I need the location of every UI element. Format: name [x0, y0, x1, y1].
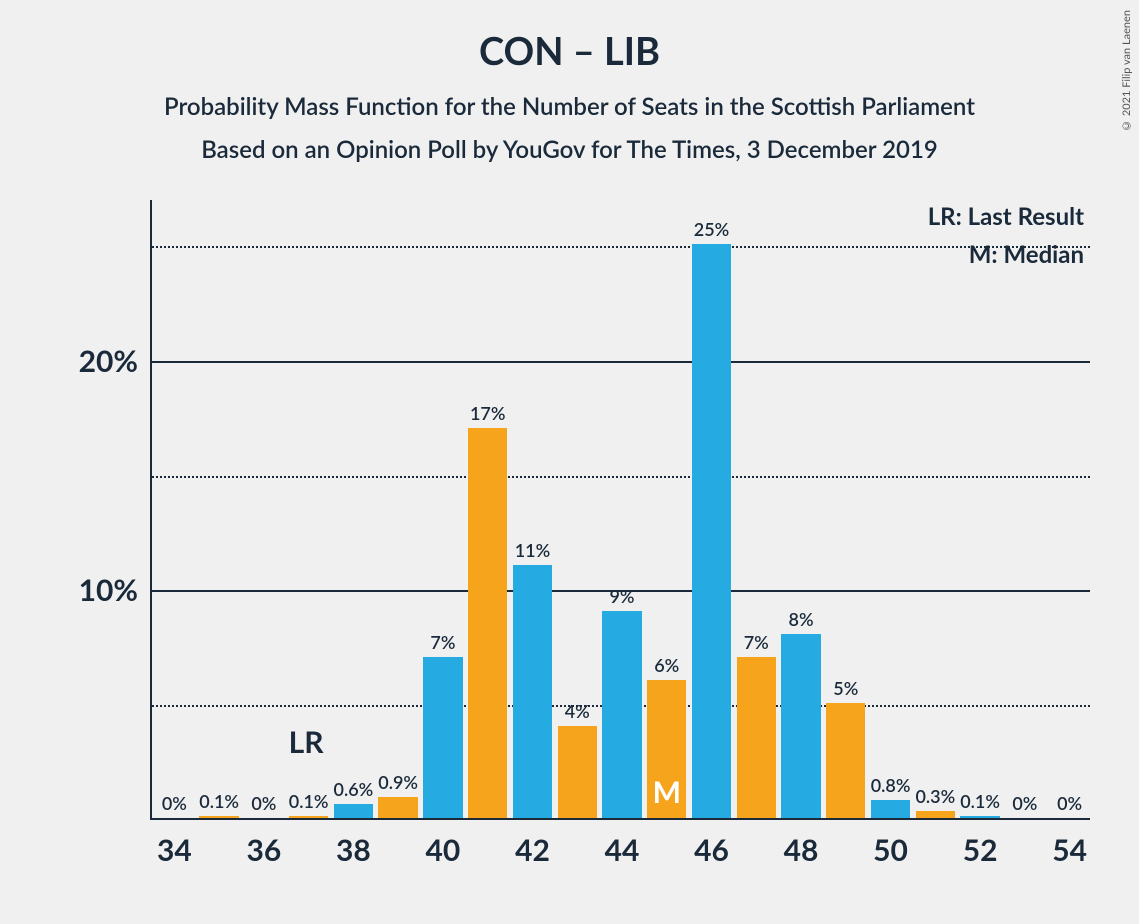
chart-container: CON – LIB Probability Mass Function for …: [0, 0, 1139, 924]
xtick-label: 36: [246, 818, 281, 868]
bar-blue: 0.1%: [960, 816, 999, 818]
bar-value-label: 0.8%: [871, 774, 911, 800]
chart-title: CON – LIB: [0, 0, 1139, 74]
bar-orange: 0.9%: [378, 797, 417, 818]
bar-value-label: 17%: [470, 402, 505, 428]
bar-value-label: 0.1%: [960, 790, 1000, 816]
bar-blue: 9%: [602, 611, 641, 818]
bar-value-label: 0.1%: [199, 790, 239, 816]
bar-value-label: 6%: [654, 654, 679, 680]
bar-value-label: 4%: [565, 700, 590, 726]
bar-orange: 5%: [826, 703, 865, 818]
gridline-minor: [152, 246, 1090, 248]
chart-subtitle-2: Based on an Opinion Poll by YouGov for T…: [0, 121, 1139, 164]
legend-m: M: Median: [969, 240, 1084, 269]
bar-orange: 0.1%: [289, 816, 328, 818]
gridline-major: [152, 361, 1090, 363]
bar-blue: 0.8%: [871, 800, 910, 818]
lr-marker: LR: [289, 724, 324, 760]
xtick-label: 50: [873, 818, 908, 868]
xtick-label: 34: [157, 818, 192, 868]
bar-value-label: 0%: [251, 792, 276, 818]
xtick-label: 54: [1052, 818, 1087, 868]
copyright-text: © 2021 Filip van Laenen: [1120, 10, 1133, 132]
bar-orange: 0.3%: [916, 811, 955, 818]
median-marker: M: [647, 774, 686, 810]
bar-orange: 17%: [468, 428, 507, 818]
xtick-label: 46: [694, 818, 729, 868]
bar-value-label: 0%: [162, 792, 187, 818]
bar-value-label: 0.3%: [915, 785, 955, 811]
gridline-minor: [152, 476, 1090, 478]
xtick-label: 48: [784, 818, 819, 868]
bar-orange: 0.1%: [199, 816, 238, 818]
bar-blue: 8%: [781, 634, 820, 818]
xtick-label: 44: [605, 818, 640, 868]
xtick-label: 38: [336, 818, 371, 868]
ytick-label: 10%: [79, 572, 152, 608]
bar-value-label: 8%: [789, 608, 814, 634]
bar-value-label: 25%: [694, 218, 729, 244]
xtick-label: 40: [426, 818, 461, 868]
plot-area: LR: Last Result M: Median 10%20%34363840…: [150, 200, 1090, 820]
bar-orange: 4%: [558, 726, 597, 818]
bar-blue: 0.6%: [334, 804, 373, 818]
bar-orange: 7%: [737, 657, 776, 818]
bar-value-label: 9%: [609, 585, 634, 611]
bar-blue: 7%: [423, 657, 462, 818]
bar-value-label: 11%: [515, 539, 550, 565]
ytick-label: 20%: [79, 343, 152, 379]
legend-lr: LR: Last Result: [928, 202, 1084, 231]
xtick-label: 52: [963, 818, 998, 868]
bar-value-label: 0%: [1012, 792, 1037, 818]
bar-value-label: 0%: [1057, 792, 1082, 818]
bar-value-label: 0.6%: [334, 778, 374, 804]
xtick-label: 42: [515, 818, 550, 868]
bar-blue: 11%: [513, 565, 552, 818]
bar-value-label: 5%: [833, 677, 858, 703]
bar-value-label: 7%: [430, 631, 455, 657]
bar-blue: 25%: [692, 244, 731, 818]
bar-value-label: 0.9%: [378, 771, 418, 797]
chart-subtitle-1: Probability Mass Function for the Number…: [0, 74, 1139, 121]
bar-value-label: 0.1%: [289, 790, 329, 816]
bar-value-label: 7%: [744, 631, 769, 657]
